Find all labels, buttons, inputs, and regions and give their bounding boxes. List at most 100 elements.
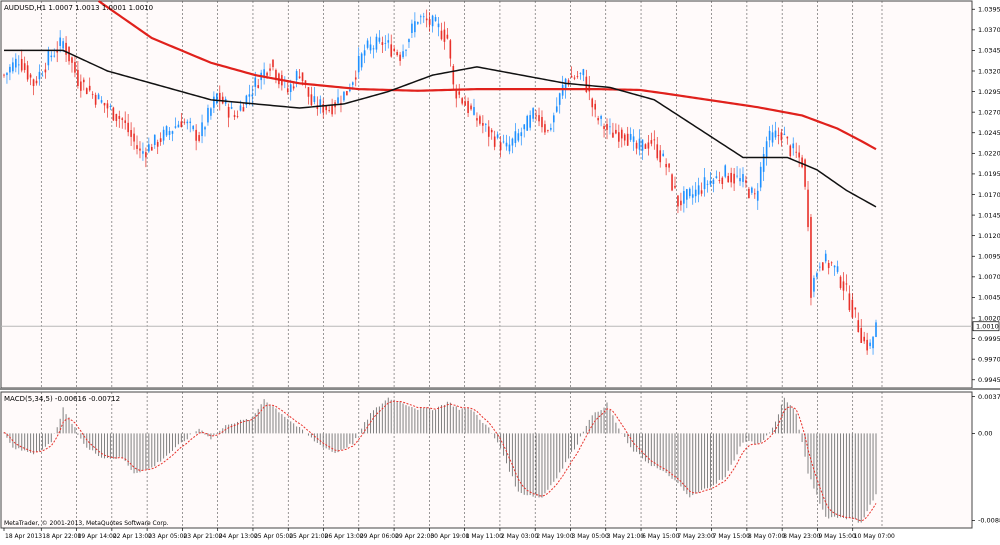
candle-body xyxy=(103,102,106,106)
macd-histogram xyxy=(3,397,877,523)
candle-body xyxy=(514,131,517,143)
candle-body xyxy=(703,177,706,190)
candle-body xyxy=(186,121,189,124)
candle-body xyxy=(428,19,431,25)
candle-body xyxy=(751,187,753,193)
candle-body xyxy=(455,88,458,99)
candle-body xyxy=(706,183,709,185)
price-tick-label: 1.0345 xyxy=(978,47,1000,55)
candle-body xyxy=(644,144,647,149)
candle-body xyxy=(671,174,673,191)
candle-body xyxy=(307,87,310,97)
candle-body xyxy=(346,91,348,96)
candle-body xyxy=(88,85,91,91)
candle-body xyxy=(354,77,357,80)
candle-body xyxy=(833,265,836,268)
price-tick-label: 1.0045 xyxy=(978,294,1000,302)
candle-body xyxy=(869,342,871,347)
time-tick-label: 29 Apr 22:00 xyxy=(395,533,434,540)
current-price-label: 1.0010 xyxy=(976,322,999,330)
candle-body xyxy=(213,96,215,108)
time-tick-label: 22 Apr 13:00 xyxy=(113,533,152,540)
candle-body xyxy=(502,141,505,143)
candle-body xyxy=(813,277,815,292)
candle-body xyxy=(863,336,865,342)
candle-body xyxy=(591,98,594,108)
candle-body xyxy=(748,188,750,199)
candle-body xyxy=(414,21,416,33)
candle-body xyxy=(74,61,76,73)
macd-plot[interactable]: MACD(5,34,5) -0.00616 -0.00712 MetaTrade… xyxy=(0,391,973,529)
candle-body xyxy=(127,122,129,133)
price-plot[interactable]: AUDUSD,H1 1.0007 1.0013 1.0001 1.0010 xyxy=(0,0,973,389)
price-tick-label: 1.0395 xyxy=(978,6,1000,14)
price-tick-label: 1.0070 xyxy=(978,273,1000,281)
candle-body xyxy=(304,80,307,84)
candle-body xyxy=(369,44,372,51)
candle-body xyxy=(121,118,124,120)
candle-body xyxy=(449,40,452,59)
time-tick-label: 2 May 03:00 xyxy=(501,533,539,540)
candle-body xyxy=(650,140,653,144)
candle-body xyxy=(801,157,803,168)
time-tick-label: 9 May 15:00 xyxy=(818,533,856,540)
candle-body xyxy=(499,142,502,151)
price-tick-label: 1.0195 xyxy=(978,170,1000,178)
candle-body xyxy=(839,276,842,288)
candle-body xyxy=(727,175,730,183)
candle-body xyxy=(464,101,466,106)
candle-body xyxy=(594,103,596,110)
macd-tick-label: 0.00 xyxy=(978,430,992,438)
candle-body xyxy=(396,52,398,55)
candle-body xyxy=(443,29,446,42)
candle-body xyxy=(771,132,774,143)
candle-body xyxy=(508,144,511,152)
candle-body xyxy=(550,127,552,130)
macd-tick-label: -0.00883 xyxy=(978,517,1000,525)
current-price-tag xyxy=(972,321,1000,332)
candle-body xyxy=(168,130,171,135)
time-tick-label: 3 May 05:00 xyxy=(571,533,609,540)
candle-body xyxy=(384,43,387,44)
candle-body xyxy=(165,126,168,136)
candle-body xyxy=(218,92,221,102)
price-tick-label: 1.0145 xyxy=(978,211,1000,219)
time-tick-label: 23 Apr 05:00 xyxy=(148,533,187,540)
candle-body xyxy=(786,136,789,139)
candle-body xyxy=(372,48,375,50)
price-plot-frame xyxy=(0,0,973,389)
candle-body xyxy=(724,165,727,177)
candle-body xyxy=(145,152,147,158)
time-tick-label: 1 May 11:00 xyxy=(466,533,504,540)
candle-body xyxy=(819,266,821,268)
candle-body xyxy=(118,116,121,119)
price-tick-label: 0.9945 xyxy=(978,376,1000,384)
candle-body xyxy=(366,40,369,48)
candle-body xyxy=(718,180,721,181)
candle-body xyxy=(195,129,197,141)
candle-body xyxy=(94,94,97,105)
candle-body xyxy=(136,145,138,149)
candle-body xyxy=(860,328,863,343)
candle-body xyxy=(198,135,200,141)
candle-body xyxy=(620,129,623,139)
candle-body xyxy=(656,144,659,159)
candle-body xyxy=(387,40,390,43)
candle-body xyxy=(493,136,496,147)
candle-body xyxy=(733,173,735,184)
black-moving-average xyxy=(4,49,877,208)
candle-body xyxy=(753,193,756,195)
candle-body xyxy=(100,100,103,103)
candle-body xyxy=(221,96,224,104)
macd-signal-line xyxy=(3,400,877,522)
candle-body xyxy=(774,130,777,138)
candle-body xyxy=(357,55,360,73)
candle-body xyxy=(780,132,783,141)
candle-body xyxy=(635,142,638,149)
candle-body xyxy=(739,178,741,182)
candle-body xyxy=(375,36,378,50)
candle-body xyxy=(85,88,88,95)
candle-body xyxy=(23,63,26,70)
candle-body xyxy=(310,94,313,106)
time-tick-label: 8 May 23:00 xyxy=(783,533,821,540)
